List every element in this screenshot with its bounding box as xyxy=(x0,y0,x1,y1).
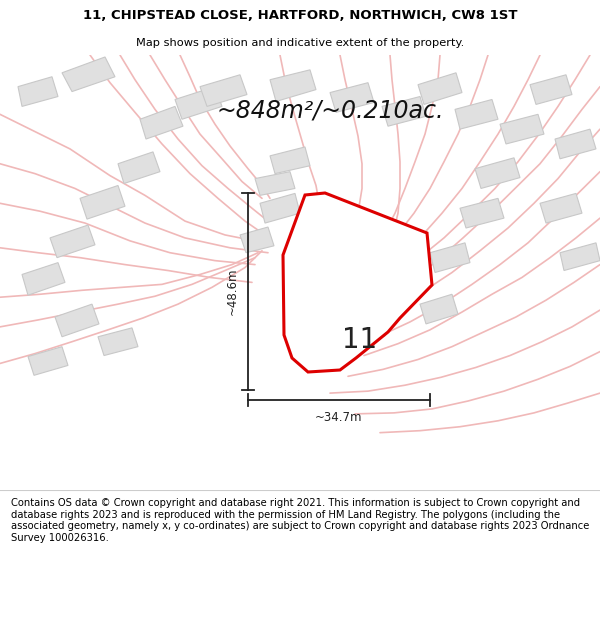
Polygon shape xyxy=(455,99,498,129)
Polygon shape xyxy=(260,193,300,223)
Polygon shape xyxy=(28,347,68,376)
Polygon shape xyxy=(475,158,520,189)
Polygon shape xyxy=(460,198,504,228)
Polygon shape xyxy=(140,106,183,139)
Polygon shape xyxy=(80,186,125,219)
Polygon shape xyxy=(200,75,247,106)
Polygon shape xyxy=(22,262,65,295)
Polygon shape xyxy=(418,72,462,104)
Polygon shape xyxy=(430,243,470,272)
Polygon shape xyxy=(530,75,572,104)
Text: 11, CHIPSTEAD CLOSE, HARTFORD, NORTHWICH, CW8 1ST: 11, CHIPSTEAD CLOSE, HARTFORD, NORTHWICH… xyxy=(83,9,517,22)
Polygon shape xyxy=(560,243,600,271)
Polygon shape xyxy=(283,193,432,372)
Polygon shape xyxy=(62,57,115,92)
Text: ~48.6m: ~48.6m xyxy=(226,268,239,315)
Polygon shape xyxy=(118,152,160,184)
Polygon shape xyxy=(500,114,544,144)
Polygon shape xyxy=(310,290,360,335)
Text: ~848m²/~0.210ac.: ~848m²/~0.210ac. xyxy=(216,98,444,122)
Text: ~34.7m: ~34.7m xyxy=(315,411,363,424)
Polygon shape xyxy=(98,328,138,356)
Polygon shape xyxy=(55,304,99,337)
Text: Contains OS data © Crown copyright and database right 2021. This information is : Contains OS data © Crown copyright and d… xyxy=(11,498,589,543)
Polygon shape xyxy=(240,227,274,253)
Polygon shape xyxy=(420,294,458,324)
Polygon shape xyxy=(255,172,295,196)
Polygon shape xyxy=(50,225,95,258)
Polygon shape xyxy=(348,316,385,347)
Text: 11: 11 xyxy=(343,326,377,354)
Polygon shape xyxy=(270,147,310,174)
Polygon shape xyxy=(555,129,596,159)
Polygon shape xyxy=(330,82,374,112)
Text: Map shows position and indicative extent of the property.: Map shows position and indicative extent… xyxy=(136,38,464,48)
Polygon shape xyxy=(540,193,582,223)
Polygon shape xyxy=(270,70,316,101)
Polygon shape xyxy=(18,77,58,106)
Polygon shape xyxy=(382,96,426,126)
Polygon shape xyxy=(175,87,222,119)
Polygon shape xyxy=(310,342,349,371)
Polygon shape xyxy=(370,288,407,317)
